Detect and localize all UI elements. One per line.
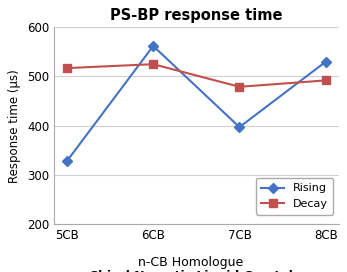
- Text: n-CB Homologue: n-CB Homologue: [138, 256, 244, 269]
- Legend: Rising, Decay: Rising, Decay: [256, 178, 333, 215]
- Title: PS-BP response time: PS-BP response time: [110, 8, 282, 23]
- X-axis label: n-CB Homologue
Chiral Nematic Liquid Crystal: n-CB Homologue Chiral Nematic Liquid Cry…: [0, 271, 1, 272]
- Text: Chiral Nematic Liquid Crystal: Chiral Nematic Liquid Crystal: [89, 270, 293, 272]
- Y-axis label: Response time (μs): Response time (μs): [8, 69, 21, 183]
